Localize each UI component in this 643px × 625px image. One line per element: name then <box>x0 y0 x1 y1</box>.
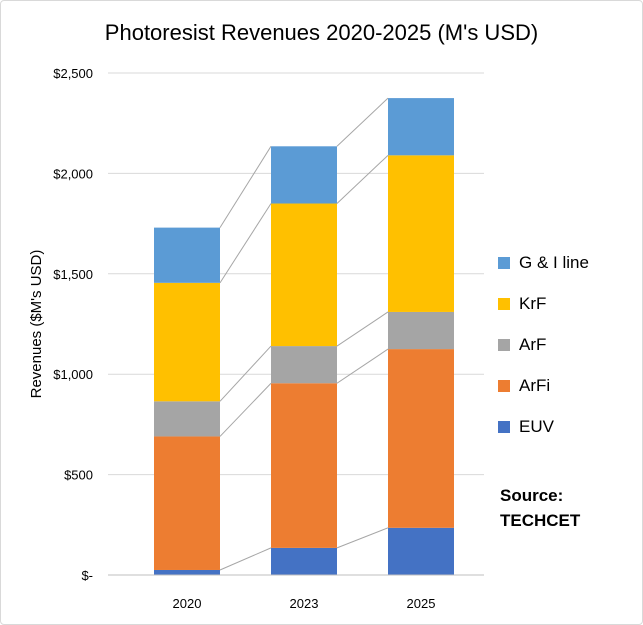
axes: $- $500 $1,000 $1,500 $2,000 $2,500 2020 2023 20… <box>53 66 484 611</box>
bar-segment <box>154 282 220 402</box>
legend-label: EUV <box>519 416 554 436</box>
y-tick-label: $2,500 <box>53 66 93 81</box>
y-tick-label: $1,500 <box>53 267 93 282</box>
legend-item: ArFi <box>498 365 589 406</box>
y-tick-label: $- <box>81 568 93 583</box>
source-label: Source: <box>500 486 564 505</box>
legend-item: G & I line <box>498 242 589 283</box>
legend-label: KrF <box>519 293 547 313</box>
legend-swatch <box>498 297 510 310</box>
legend-label: ArFi <box>519 375 551 395</box>
legend-item: KrF <box>498 283 589 324</box>
series-line <box>219 146 272 228</box>
bar-segment <box>388 527 454 575</box>
bar-segment <box>271 203 337 347</box>
legend-swatch <box>498 420 510 433</box>
source-annotation: Source: TECHCET <box>500 483 580 533</box>
legend-item: ArF <box>498 324 589 365</box>
legend-item: EUV <box>498 406 589 447</box>
series-line <box>219 382 272 437</box>
bar-segment <box>154 401 220 437</box>
series-line <box>336 154 389 204</box>
series-lines <box>219 97 389 571</box>
legend-label: ArF <box>519 334 547 354</box>
series-line <box>219 345 272 402</box>
y-tick-label: $1,000 <box>53 367 93 382</box>
x-tick-label: 2020 <box>173 596 202 611</box>
bar-segment <box>388 349 454 528</box>
bar-segment <box>271 547 337 575</box>
legend: G & I line KrF ArF ArFi EUV <box>498 242 589 447</box>
series-line <box>336 527 389 549</box>
legend-swatch <box>498 379 510 392</box>
legend-swatch <box>498 256 510 269</box>
bars <box>154 98 454 575</box>
bar-segment <box>271 146 337 204</box>
series-line <box>336 311 389 347</box>
chart-title: Photoresist Revenues 2020-2025 (M's USD) <box>104 20 539 45</box>
y-tick-label: $500 <box>64 468 93 483</box>
series-line <box>336 97 389 147</box>
bar-segment <box>154 436 220 570</box>
bar-segment <box>154 569 220 575</box>
y-axis-label: Revenues ($M's USD) <box>28 250 45 399</box>
bar-segment <box>388 155 454 312</box>
y-tick-label: $2,000 <box>53 166 93 181</box>
legend-label: G & I line <box>519 252 589 272</box>
bar-segment <box>388 98 454 156</box>
bar-segment <box>271 346 337 384</box>
legend-swatch <box>498 338 510 351</box>
series-line <box>219 203 272 284</box>
x-tick-label: 2023 <box>290 596 319 611</box>
series-line <box>336 348 389 384</box>
series-line <box>219 547 272 571</box>
x-tick-label: 2025 <box>407 596 436 611</box>
bar-segment <box>388 311 454 350</box>
bar-segment <box>154 227 220 283</box>
source-value: TECHCET <box>500 511 581 530</box>
bar-segment <box>271 383 337 548</box>
